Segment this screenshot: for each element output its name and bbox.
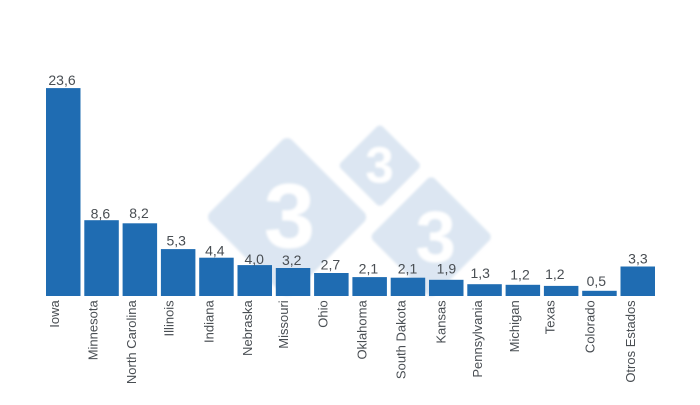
svg-text:Minnesota: Minnesota xyxy=(86,300,101,361)
svg-text:Missouri: Missouri xyxy=(276,300,291,349)
svg-text:Pennsylvania: Pennsylvania xyxy=(470,300,485,378)
svg-text:3,3: 3,3 xyxy=(628,250,648,266)
svg-text:4,4: 4,4 xyxy=(205,242,225,258)
svg-text:3: 3 xyxy=(416,196,456,277)
svg-text:Oklahoma: Oklahoma xyxy=(354,300,369,360)
svg-text:Kansas: Kansas xyxy=(434,300,449,344)
svg-text:3,2: 3,2 xyxy=(282,252,302,268)
svg-text:3: 3 xyxy=(264,166,315,268)
svg-text:Colorado: Colorado xyxy=(583,300,598,353)
svg-text:Indiana: Indiana xyxy=(202,300,217,343)
svg-text:8,2: 8,2 xyxy=(129,205,149,221)
svg-text:1,2: 1,2 xyxy=(545,266,565,282)
svg-text:1,9: 1,9 xyxy=(437,260,457,276)
svg-text:Illinois: Illinois xyxy=(161,300,176,337)
svg-text:4,0: 4,0 xyxy=(244,251,264,267)
svg-text:Michigan: Michigan xyxy=(507,300,522,352)
svg-text:2,1: 2,1 xyxy=(398,261,418,277)
svg-text:1,3: 1,3 xyxy=(470,265,490,281)
svg-text:23,6: 23,6 xyxy=(48,72,75,88)
svg-text:3: 3 xyxy=(365,137,393,194)
svg-text:Iowa: Iowa xyxy=(47,300,62,328)
svg-text:Nebraska: Nebraska xyxy=(240,300,255,356)
svg-text:5,3: 5,3 xyxy=(166,232,186,248)
svg-text:2,7: 2,7 xyxy=(321,257,341,273)
svg-text:8,6: 8,6 xyxy=(91,206,111,222)
svg-text:0,5: 0,5 xyxy=(587,273,607,289)
svg-text:South Dakota: South Dakota xyxy=(394,300,409,380)
svg-text:Ohio: Ohio xyxy=(315,300,330,327)
svg-text:Texas: Texas xyxy=(543,300,558,334)
svg-text:North Carolina: North Carolina xyxy=(124,300,139,385)
svg-text:Otros Estados: Otros Estados xyxy=(623,300,638,383)
svg-text:1,2: 1,2 xyxy=(510,266,530,282)
svg-text:2,1: 2,1 xyxy=(359,261,379,277)
